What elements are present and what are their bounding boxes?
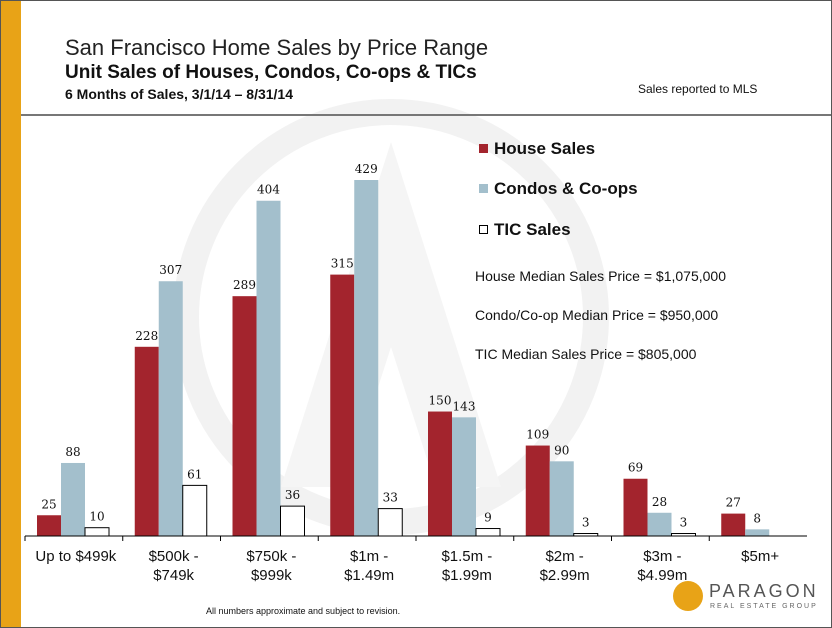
bar-condo-0 — [61, 462, 85, 536]
category-label-2: $750k -$999k — [246, 548, 296, 584]
bar-house-4 — [428, 411, 452, 536]
data-label-house-6: 69 — [628, 461, 643, 475]
bar-tic-1 — [182, 484, 208, 537]
data-label-condo-2: 404 — [257, 183, 280, 197]
bar-house-3 — [330, 274, 355, 536]
legend-item-condo: Condos & Co-ops — [479, 179, 638, 199]
data-label-house-1: 228 — [135, 329, 158, 343]
tic-median-note: TIC Median Sales Price = $805,000 — [475, 346, 697, 362]
legend-label-tic: TIC Sales — [494, 220, 571, 239]
data-label-condo-5: 90 — [554, 443, 569, 457]
bar-house-2 — [232, 296, 257, 536]
data-label-house-3: 315 — [331, 257, 354, 271]
bar-condo-2 — [256, 200, 281, 537]
bar-house-0 — [37, 515, 61, 536]
data-label-tic-2: 36 — [285, 488, 300, 502]
data-label-tic-3: 33 — [383, 491, 398, 505]
category-label-7: $5m+ — [741, 548, 779, 565]
bar-condo-1 — [158, 281, 183, 536]
data-label-tic-1: 61 — [187, 467, 202, 481]
period-label: 6 Months of Sales, 3/1/14 – 8/31/14 — [65, 86, 293, 102]
legend-item-tic: TIC Sales — [479, 220, 571, 240]
data-label-house-5: 109 — [526, 428, 549, 442]
data-label-tic-0: 10 — [89, 510, 104, 524]
bar-house-5 — [525, 445, 550, 536]
bar-house-1 — [134, 346, 159, 536]
bar-tic-0 — [84, 527, 110, 537]
condo-median-note: Condo/Co-op Median Price = $950,000 — [475, 307, 719, 323]
legend-label-house: House Sales — [494, 139, 596, 158]
data-label-tic-4: 9 — [484, 511, 492, 525]
page-subtitle: Unit Sales of Houses, Condos, Co-ops & T… — [65, 62, 477, 83]
bar-tic-2 — [280, 505, 305, 537]
data-label-condo-3: 429 — [355, 162, 378, 176]
bar-condo-5 — [549, 461, 574, 536]
bar-house-7 — [721, 513, 746, 536]
footnote: All numbers approximate and subject to r… — [206, 606, 401, 616]
data-label-house-0: 25 — [41, 497, 56, 511]
category-label-3: $1m -$1.49m — [344, 548, 394, 584]
category-label-6: $3m -$4.99m — [637, 548, 687, 584]
house-median-note: House Median Sales Price = $1,075,000 — [475, 268, 726, 284]
bar-condo-4 — [452, 417, 476, 536]
legend-swatch-tic — [479, 225, 488, 234]
bar-tic-3 — [377, 508, 403, 537]
legend-swatch-condo — [479, 184, 488, 193]
category-label-0: Up to $499k — [35, 548, 116, 565]
bar-tic-4 — [475, 528, 501, 537]
paragon-logo: PARAGON REAL ESTATE GROUP — [673, 579, 823, 619]
data-label-condo-4: 143 — [453, 399, 476, 413]
data-label-tic-6: 3 — [680, 516, 688, 530]
data-label-condo-0: 88 — [65, 445, 80, 459]
bar-house-6 — [623, 478, 648, 536]
header-divider — [21, 114, 831, 116]
data-label-condo-1: 307 — [159, 263, 182, 277]
page-title: San Francisco Home Sales by Price Range — [65, 35, 489, 60]
data-label-condo-6: 28 — [652, 495, 667, 509]
bar-condo-7 — [745, 529, 770, 536]
legend-item-house: House Sales — [479, 139, 595, 159]
logo-mark-icon — [673, 581, 703, 611]
category-label-4: $1.5m -$1.99m — [441, 548, 492, 584]
source-note: Sales reported to MLS — [638, 82, 758, 96]
logo-tagline: REAL ESTATE GROUP — [710, 603, 818, 610]
data-label-house-7: 27 — [726, 496, 741, 510]
logo-name: PARAGON — [709, 581, 819, 601]
data-label-house-2: 289 — [233, 278, 256, 292]
category-label-5: $2m -$2.99m — [540, 548, 590, 584]
data-label-condo-7: 8 — [753, 511, 761, 525]
data-label-house-4: 150 — [429, 394, 452, 408]
category-label-1: $500k -$749k — [149, 548, 199, 584]
bar-condo-6 — [647, 512, 672, 536]
legend-swatch-house — [479, 144, 488, 153]
data-label-tic-5: 3 — [582, 516, 590, 530]
bar-condo-3 — [354, 180, 379, 536]
legend-label-condo: Condos & Co-ops — [494, 179, 638, 198]
accent-bar — [1, 1, 21, 627]
